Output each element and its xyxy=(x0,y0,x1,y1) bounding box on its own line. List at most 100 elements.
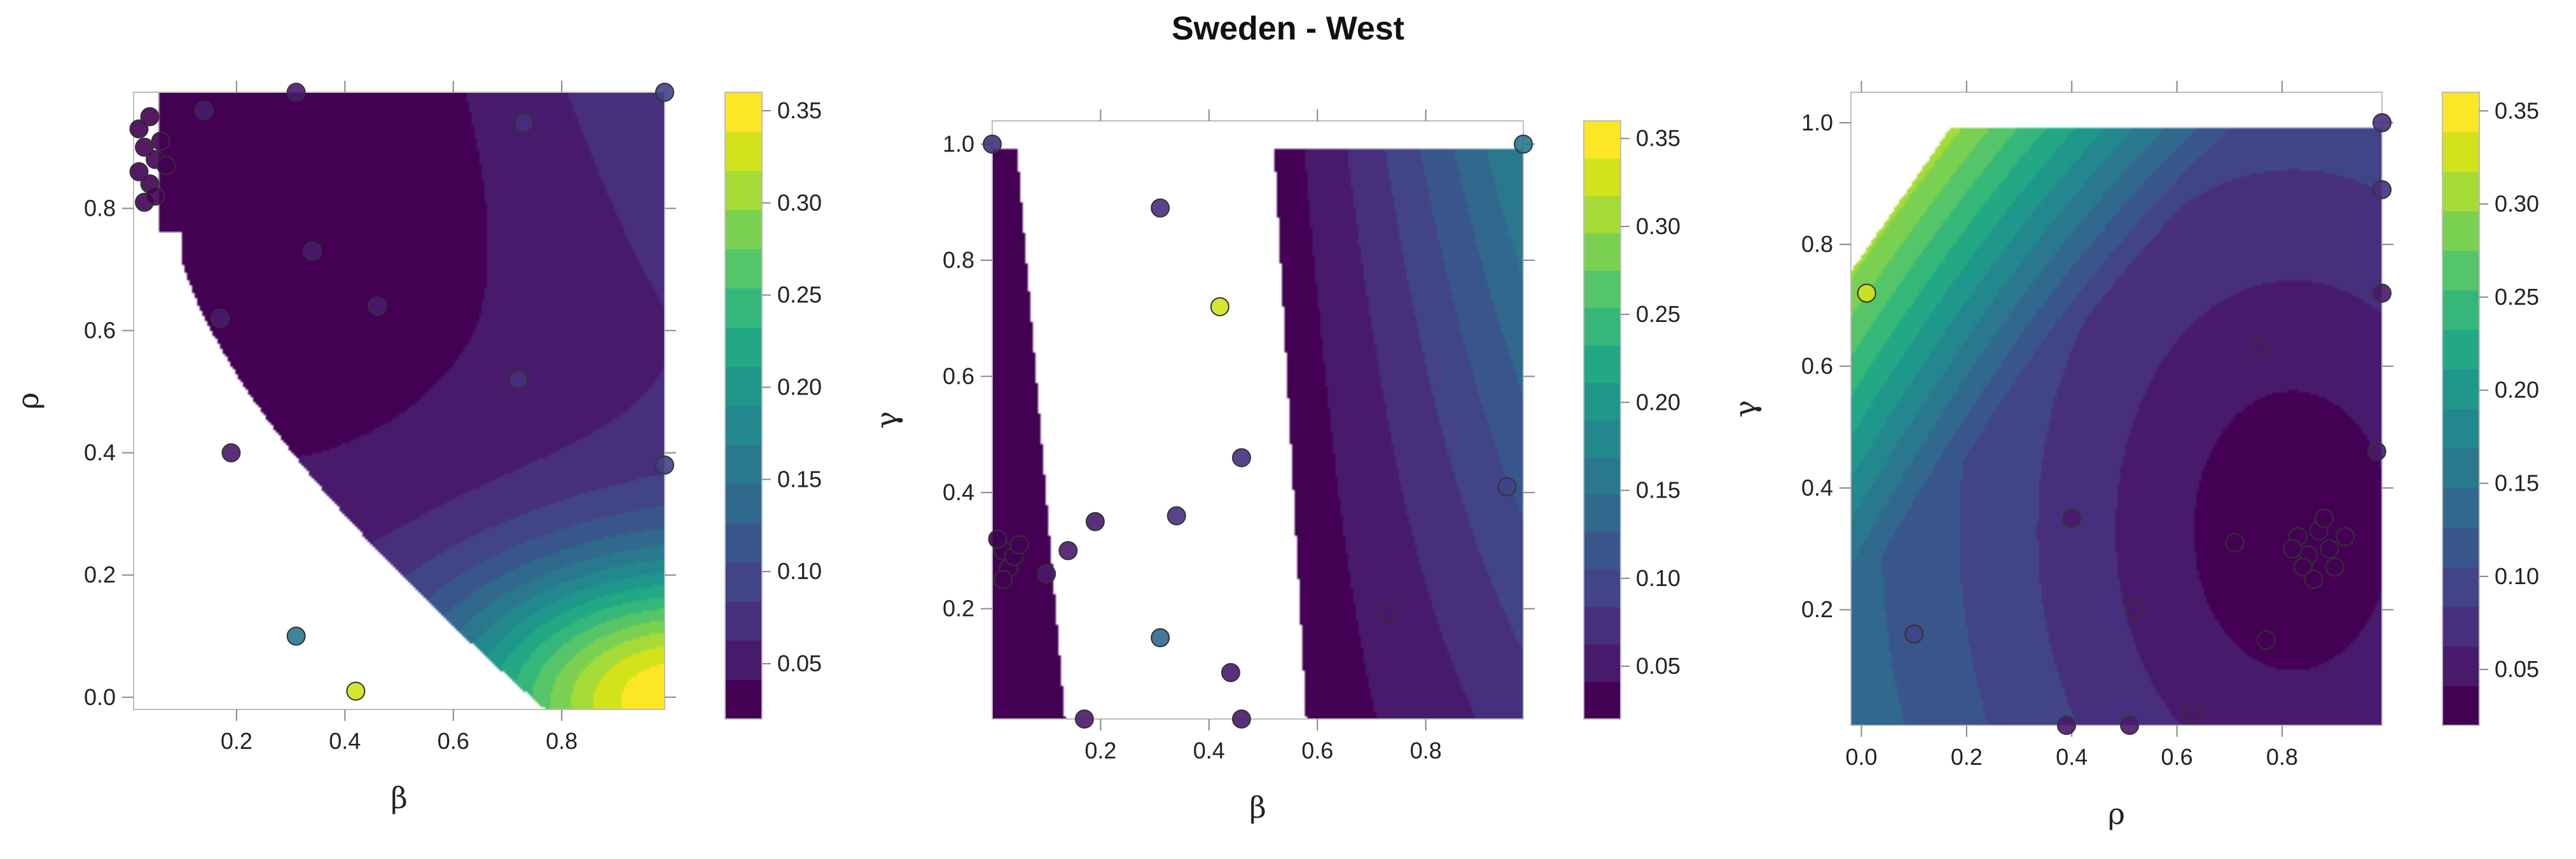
colorbar-segment xyxy=(1584,158,1621,196)
colorbar-frame xyxy=(1583,120,1621,720)
data-point xyxy=(368,297,387,316)
colorbar-tick-label: 0.35 xyxy=(2495,97,2539,123)
data-point xyxy=(151,131,170,151)
data-point xyxy=(211,309,230,328)
colorbar-segment xyxy=(2442,211,2479,251)
data-point xyxy=(194,101,214,120)
colorbar-segment xyxy=(725,171,762,211)
colorbar-tick-label: 0.10 xyxy=(1636,565,1680,591)
data-point xyxy=(2183,703,2203,723)
colorbar-segment xyxy=(2442,448,2479,489)
colorbar-tick-label: 0.25 xyxy=(777,282,822,308)
data-point xyxy=(2304,569,2323,589)
y-tick-label: 0.4 xyxy=(1801,475,1833,501)
colorbar-segment xyxy=(725,445,762,485)
data-point xyxy=(1497,477,1517,496)
data-point xyxy=(1221,662,1240,682)
colorbar-tick-label: 0.25 xyxy=(2495,284,2539,310)
colorbar-tick-label: 0.30 xyxy=(777,190,822,216)
data-point xyxy=(2056,716,2076,735)
colorbar-segment xyxy=(2442,606,2479,647)
colorbar-tick-label: 0.25 xyxy=(1636,301,1680,327)
data-point xyxy=(129,162,149,181)
x-tick-label: 0.2 xyxy=(221,728,253,754)
colorbar-segment xyxy=(1584,606,1621,645)
colorbar-tick-label: 0.35 xyxy=(1636,125,1680,151)
data-point xyxy=(655,455,674,475)
data-point xyxy=(2372,283,2392,303)
data-point xyxy=(1210,297,1229,317)
y-tick-label: 0.0 xyxy=(84,684,116,710)
colorbar-segment xyxy=(725,680,762,720)
contour-surface xyxy=(1851,92,2382,725)
y-tick-label: 0.2 xyxy=(943,596,974,622)
x-axis-label: β xyxy=(391,781,408,815)
y-tick-label: 1.0 xyxy=(943,131,974,157)
data-point xyxy=(2293,557,2313,577)
colorbar-tick-label: 0.15 xyxy=(1636,477,1680,503)
data-point xyxy=(135,137,155,157)
data-point xyxy=(2062,508,2082,528)
data-point xyxy=(2120,716,2140,735)
data-point xyxy=(2315,508,2334,528)
plot-frame xyxy=(1850,92,2383,726)
colorbar-segment xyxy=(1584,121,1621,159)
contour-surface xyxy=(134,92,665,709)
x-tick-label: 0.6 xyxy=(1301,737,1333,764)
colorbar-segment xyxy=(725,209,762,249)
colorbar-tick-label: 0.30 xyxy=(2495,191,2539,217)
colorbar-tick-label: 0.20 xyxy=(777,374,822,400)
colorbar-tick-label: 0.10 xyxy=(777,558,822,584)
colorbar: 0.05 0.10 0.15 0.20 0.25 0.30 0.35 xyxy=(2442,92,2539,726)
data-point xyxy=(1857,283,1876,303)
panels: 0.2 0.4 0.6 0.8 0.0 0.2 0.4 0.6 0.8 β ρ 0.05 0.10 0.1… xyxy=(11,81,2539,831)
data-point xyxy=(508,370,528,389)
data-point xyxy=(2283,539,2302,559)
x-tick-label: 0.8 xyxy=(2266,744,2298,770)
contour-surface xyxy=(992,121,1523,719)
data-point xyxy=(140,107,160,127)
colorbar-segment xyxy=(2442,290,2479,330)
data-point xyxy=(2257,631,2276,650)
colorbar-segment xyxy=(1584,270,1621,309)
data-point xyxy=(2225,533,2245,552)
x-tick-label: 0.8 xyxy=(546,728,578,754)
data-point xyxy=(221,443,241,463)
x-tick-label: 0.4 xyxy=(2056,744,2088,770)
colorbar-segment xyxy=(1584,681,1621,720)
colorbar-segment xyxy=(2442,171,2479,212)
colorbar-frame xyxy=(724,92,763,720)
x-tick-label: 0.6 xyxy=(2161,744,2193,770)
colorbar-segment xyxy=(2442,487,2479,528)
colorbar-segment xyxy=(725,601,762,641)
colorbar-segment xyxy=(725,523,762,563)
colorbar-segment xyxy=(2442,330,2479,370)
data-point xyxy=(1074,709,1094,729)
colorbar: 0.05 0.10 0.15 0.20 0.25 0.30 0.35 xyxy=(724,92,822,720)
colorbar-tick-label: 0.35 xyxy=(777,97,822,123)
y-tick-label: 1.0 xyxy=(1801,109,1833,136)
colorbar-tick-label: 0.10 xyxy=(2495,563,2539,589)
data-point xyxy=(346,681,366,701)
colorbar-segment xyxy=(725,249,762,289)
data-point xyxy=(2336,527,2355,547)
y-tick-label: 0.2 xyxy=(1801,596,1833,622)
y-tick-label: 0.8 xyxy=(1801,231,1833,257)
plot-frame xyxy=(992,120,1524,720)
panel-1: 0.2 0.4 0.6 0.8 0.0 0.2 0.4 0.6 0.8 β ρ 0.05 0.10 0.1… xyxy=(11,81,822,815)
colorbar-segment xyxy=(725,131,762,171)
data-point xyxy=(1514,134,1533,154)
colorbar-segment xyxy=(2442,685,2479,726)
colorbar-tick-label: 0.05 xyxy=(777,650,822,676)
colorbar-segment xyxy=(2442,567,2479,607)
data-point xyxy=(2367,442,2386,461)
colorbar-segment xyxy=(725,92,762,132)
data-point xyxy=(2251,338,2271,358)
data-point xyxy=(1058,541,1078,561)
y-tick-label: 0.4 xyxy=(84,440,116,466)
colorbar-segment xyxy=(2442,250,2479,291)
figure-title: Sweden - West xyxy=(1172,10,1404,47)
data-point xyxy=(303,241,322,261)
data-point xyxy=(1231,448,1251,468)
colorbar-segment xyxy=(1584,569,1621,608)
